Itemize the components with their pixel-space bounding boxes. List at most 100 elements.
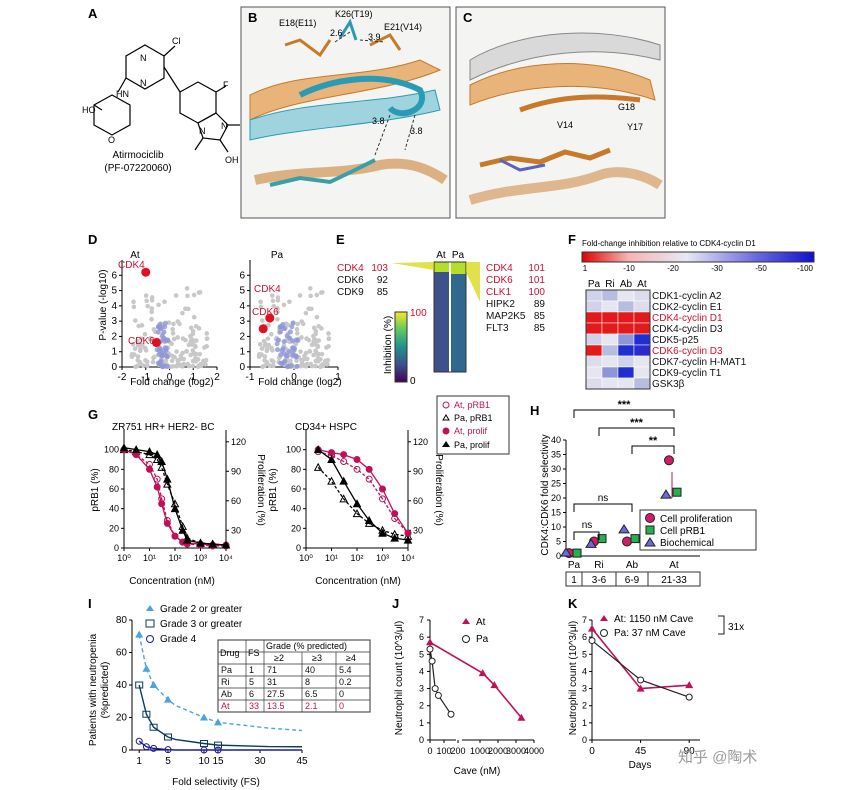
series-point-3	[208, 539, 218, 548]
heatmap-cell	[585, 300, 603, 313]
series-line-1	[123, 449, 227, 546]
y-tick-label: 7	[419, 615, 424, 625]
background-point	[190, 328, 196, 334]
heatmap-cell	[617, 300, 635, 313]
col-label-pa: Pa	[452, 250, 465, 261]
sig-label-1: ***	[630, 417, 644, 429]
y-tick-label: 60	[291, 484, 301, 494]
y-tick-label: 3	[582, 684, 587, 694]
heatmap-cell	[617, 322, 635, 335]
atom-n4: N	[199, 126, 206, 136]
kinase-left-1: CDK6	[337, 275, 364, 286]
series-point-3	[162, 474, 172, 483]
y-tick-label: 10	[551, 522, 561, 532]
x-tick-label: 10⁴	[401, 553, 415, 563]
cdk-family-point	[274, 341, 280, 347]
g-legend-item-3: Pa, prolif	[454, 440, 490, 450]
kinome-strip-at-top	[434, 262, 449, 272]
grade-line-0	[138, 634, 303, 732]
g-legend-marker-3	[442, 441, 450, 447]
kinase-left-2: CDK9	[337, 287, 364, 298]
panel-d-label: D	[88, 232, 97, 247]
heatmap-col-pa: Pa	[588, 279, 601, 290]
background-point	[193, 323, 199, 329]
background-point	[183, 306, 188, 311]
sig-label-0: ***	[618, 399, 632, 411]
j-legend-marker-1	[462, 635, 470, 643]
background-point	[171, 336, 177, 342]
y-tick-label: 3	[419, 684, 424, 694]
k-ylabel: Neutrophil count (10^3/μl)	[568, 621, 579, 735]
atom-cl: Cl	[172, 36, 181, 46]
cdk-family-point	[295, 337, 301, 343]
grade-point-2	[135, 737, 143, 745]
grade-point-0	[164, 695, 172, 703]
h-legend-marker-1	[645, 525, 655, 535]
residue-k26: K26(T19)	[335, 9, 373, 19]
x-tick-label: 1	[190, 372, 196, 383]
background-point	[313, 328, 319, 334]
heatmap-cell	[617, 344, 635, 357]
table-subheader-2: ≥4	[346, 653, 356, 663]
y-tick-label: 3	[239, 316, 245, 327]
background-point	[130, 342, 136, 347]
y-tick-label: 0	[121, 745, 127, 756]
series-point-1	[352, 509, 362, 518]
y-tick-label: 5	[582, 649, 587, 659]
background-point	[275, 316, 280, 322]
series-point-2	[146, 465, 153, 473]
panel-d-ylabel: P-value (-log10)	[98, 269, 109, 340]
y2-tick-label: 120	[413, 437, 428, 447]
cdk-family-point	[156, 352, 162, 358]
x-tick-label: -1	[246, 372, 255, 383]
series-point-3	[178, 525, 188, 534]
biochemical-point	[585, 538, 597, 548]
background-point	[268, 331, 274, 337]
background-point	[324, 345, 329, 350]
cdk-family-point	[293, 353, 299, 359]
panel-c-label: C	[463, 10, 473, 25]
series-point-3	[339, 476, 349, 485]
table-header-fs: FS	[248, 648, 260, 658]
kinase-right-value-5: 85	[534, 323, 546, 334]
volcano-pa-cdk6-label: CDK6	[252, 307, 279, 318]
kinase-right-value-1: 101	[528, 275, 545, 286]
at-point	[636, 684, 645, 692]
atom-oh: OH	[225, 155, 239, 165]
fold-change-scale-ticks: 1 -10 -20 -30 -50 -100	[583, 264, 814, 273]
scale-tick-5: -100	[797, 264, 814, 273]
background-point	[302, 353, 307, 359]
h-range-0: 1	[571, 575, 577, 586]
y-tick-label: 0	[582, 735, 587, 745]
cdk-family-point	[275, 337, 281, 343]
background-point	[295, 321, 300, 327]
background-point	[185, 293, 190, 299]
background-point	[269, 345, 274, 351]
table-cell: At	[221, 701, 230, 711]
panel-g: G ZR751 HR+ HER2- BC CD34+ HSPC 10⁰ 10¹ 10…	[88, 395, 510, 587]
y-tick-label: 100	[286, 445, 301, 455]
series-point-2	[379, 485, 386, 493]
background-point	[149, 298, 155, 303]
residue-v14: V14	[557, 120, 573, 130]
sig-bracket-3	[573, 503, 633, 512]
panel-b: B E18(E11) K26(T19) E21(V14) 2.6 3.9 3.8…	[240, 6, 451, 219]
panel-b-protein-render	[249, 18, 448, 187]
x-tick-label: 1000	[470, 746, 490, 756]
h-range-2: 6-9	[625, 575, 640, 586]
background-point	[185, 361, 190, 367]
background-point	[149, 309, 155, 315]
k-legend-item-1: Pa: 37 nM Cave	[614, 628, 686, 639]
compound-code: (PF-07220060)	[104, 163, 171, 174]
j-legend-marker-0	[462, 618, 470, 624]
k-ratio: 31x	[728, 622, 744, 633]
sig-label-2: **	[649, 435, 658, 447]
background-point	[258, 299, 263, 305]
x-tick-label: 45	[635, 746, 647, 757]
at-line	[429, 641, 523, 719]
x-tick-label: 90	[684, 746, 696, 757]
h-legend-marker-2	[644, 537, 656, 547]
x-tick-label: 200	[450, 746, 465, 756]
